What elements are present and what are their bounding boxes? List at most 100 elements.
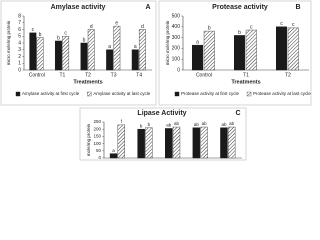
y-axis-label: micro mole/mg protein: [6, 20, 11, 65]
legend-label: Amylase activity at first cycle: [22, 91, 80, 96]
y-tick-label: 4: [18, 40, 21, 46]
y-tick-label: 2: [18, 54, 21, 60]
bar: [275, 26, 288, 71]
significance-letter: a: [112, 148, 115, 153]
significance-letter: ab: [202, 121, 208, 126]
x-tick-label: T3: [111, 72, 117, 78]
bar: [233, 35, 246, 71]
y-tick-label: 50: [96, 148, 102, 153]
significance-letter: b: [238, 30, 241, 36]
y-axis-label: mole/mg protein: [86, 123, 91, 156]
panel-frame: [0, 0, 157, 106]
y-tick-label: 0: [98, 155, 101, 160]
bar: [113, 25, 121, 71]
bar: [192, 127, 201, 159]
significance-letter: c: [64, 31, 67, 37]
bar: [245, 29, 257, 71]
chart-title: Amylase activity: [51, 4, 106, 11]
y-tick-label: 8: [18, 13, 21, 19]
significance-letter: ab: [221, 122, 227, 127]
significance-letter: d: [141, 24, 144, 30]
bar: [109, 153, 118, 159]
legend-swatch: [246, 91, 252, 97]
significance-letter: b: [148, 122, 151, 127]
x-tick-label: T1: [59, 72, 65, 78]
y-tick-label: 100: [172, 57, 181, 63]
significance-letter: b: [208, 25, 211, 31]
y-tick-label: 200: [172, 46, 181, 52]
significance-letter: b: [83, 37, 86, 43]
legend-label: Protease activity at last cycle: [253, 91, 311, 96]
bar: [287, 27, 299, 71]
y-tick-label: 300: [172, 35, 181, 41]
panel-label: B: [295, 4, 300, 11]
legend-label: Amylase activity at last cycle: [93, 91, 151, 96]
panel-label: A: [145, 4, 150, 11]
significance-letter: f: [121, 119, 123, 124]
x-tick-label: T2: [85, 72, 91, 78]
y-tick-label: 0: [177, 67, 180, 73]
legend-swatch: [15, 91, 21, 97]
y-tick-label: 1: [18, 61, 21, 67]
y-tick-label: 200: [93, 126, 101, 131]
bar: [131, 49, 139, 71]
x-axis-label: Treatments: [73, 79, 102, 85]
bar: [227, 126, 236, 159]
bar: [145, 127, 153, 159]
bar: [54, 40, 62, 71]
y-tick-label: 150: [93, 134, 101, 139]
significance-letter: b: [57, 35, 60, 41]
y-tick-label: 100: [93, 141, 101, 146]
y-tick-label: 7: [18, 20, 21, 26]
x-tick-label: Control: [196, 72, 212, 78]
significance-letter: a: [108, 44, 111, 50]
bar: [87, 29, 95, 71]
bar: [220, 127, 228, 159]
x-tick-label: T2: [285, 72, 291, 78]
x-axis-label: Treatments: [231, 79, 260, 85]
legend-swatch: [174, 91, 180, 97]
significance-letter: ab: [229, 121, 235, 126]
legend-label: Protease activity at first cycle: [181, 91, 240, 96]
y-tick-label: 6: [18, 27, 21, 33]
significance-letter: d: [90, 24, 93, 30]
chart-title: Lipase Activity: [137, 110, 186, 117]
bar: [29, 32, 37, 71]
y-tick-label: 250: [93, 119, 101, 124]
significance-letter: a: [196, 39, 199, 45]
significance-letter: ab: [174, 121, 180, 126]
significance-letter: b: [39, 32, 42, 38]
bar: [203, 30, 215, 71]
bar: [137, 128, 145, 159]
significance-letter: c: [280, 21, 283, 27]
bar: [200, 126, 208, 159]
significance-letter: a: [134, 44, 137, 50]
bar: [172, 126, 181, 159]
y-tick-label: 500: [172, 13, 181, 19]
bar: [138, 29, 146, 71]
bar: [36, 37, 44, 71]
bar: [80, 42, 88, 71]
significance-letter: c: [32, 27, 35, 33]
panel-label: C: [235, 110, 240, 117]
chart-title: Protease activity: [212, 4, 268, 11]
panel-frame: [158, 0, 312, 106]
panel-frame: [79, 107, 247, 161]
x-tick-label: T1: [243, 72, 249, 78]
significance-letter: c: [250, 24, 253, 30]
x-tick-label: Control: [29, 72, 45, 78]
y-tick-label: 400: [172, 24, 181, 30]
bar: [62, 36, 70, 71]
x-tick-label: T4: [136, 72, 142, 78]
bar: [117, 124, 126, 159]
bar: [191, 44, 204, 71]
bar: [165, 128, 173, 159]
significance-letter: e: [115, 20, 118, 26]
y-tick-label: 0: [18, 67, 21, 73]
significance-letter: b: [140, 123, 143, 128]
significance-letter: c: [292, 22, 295, 28]
significance-letter: ab: [166, 123, 172, 128]
y-axis-label: micro mole/mg protein: [165, 20, 170, 65]
y-tick-label: 3: [18, 47, 21, 53]
